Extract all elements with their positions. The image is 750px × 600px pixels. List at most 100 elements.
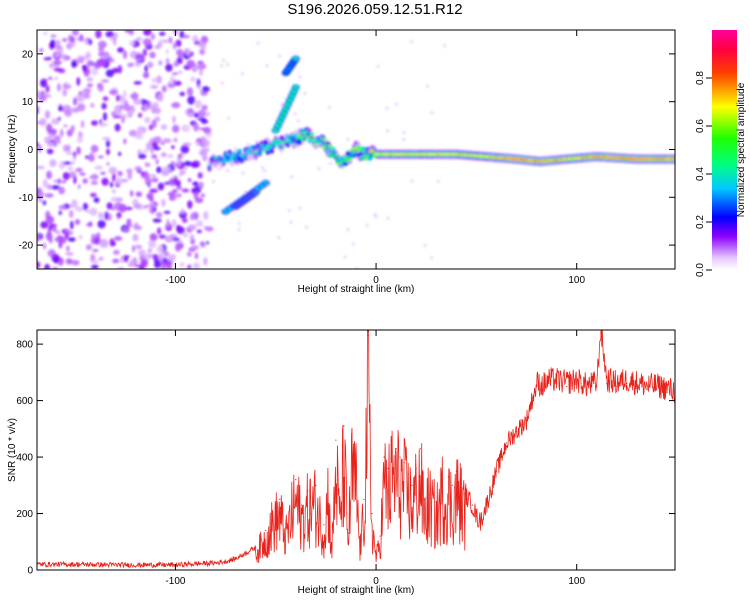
snr-point: [363, 498, 365, 500]
noise-speckle: [163, 251, 170, 257]
noise-speckle: [50, 118, 59, 125]
ridge-segment: [321, 144, 327, 148]
noise-speckle: [71, 260, 80, 266]
noise-speckle: [138, 112, 143, 118]
ridge-segment: [263, 139, 268, 146]
ridge-segment: [213, 156, 218, 159]
colorbar-tick-label: 0.6: [695, 119, 706, 133]
noise-speckle: [145, 142, 154, 151]
ridge-segment: [323, 138, 329, 141]
branch-core: [291, 89, 297, 94]
noise-speckle: [86, 83, 93, 88]
noise-speckle: [109, 181, 114, 188]
noise-speckle: [117, 170, 123, 177]
noise-speckle: [136, 126, 146, 135]
ridge-segment: [257, 152, 262, 157]
noise-speckle: [144, 116, 151, 124]
noise-speckle: [181, 124, 191, 133]
noise-speckle: [90, 180, 98, 185]
noise-speckle: [148, 207, 153, 213]
noise-speckle: [178, 152, 184, 159]
spectrogram-content: [37, 30, 675, 269]
faint-speckle: [296, 119, 300, 123]
noise-speckle: [62, 161, 72, 165]
faint-speckle: [402, 138, 406, 141]
noise-speckle: [37, 233, 41, 242]
noise-speckle: [97, 84, 104, 92]
snr-ticks: -100 0 100 0 200 400 600 800: [16, 330, 675, 587]
noise-speckle: [130, 190, 134, 197]
y-tick-label: -10: [19, 193, 34, 204]
noise-speckle: [105, 69, 114, 78]
noise-speckle: [149, 85, 159, 89]
noise-speckle: [167, 153, 174, 159]
faint-speckle: [227, 116, 231, 120]
ridge-segment: [303, 130, 308, 135]
snr-content: [37, 330, 675, 569]
noise-speckle: [156, 227, 162, 235]
noise-speckle: [153, 136, 162, 144]
ridge-segment: [349, 153, 355, 157]
noise-speckle: [203, 257, 208, 266]
faint-speckle: [220, 64, 224, 68]
noise-speckle: [53, 179, 59, 183]
noise-speckle: [179, 262, 185, 268]
ridge-segment: [279, 141, 284, 143]
ridge-segment: [317, 142, 323, 144]
noise-speckle: [187, 251, 192, 257]
noise-speckle: [150, 33, 155, 40]
noise-speckle: [75, 167, 83, 173]
faint-speckle: [226, 168, 230, 172]
snr-point: [548, 383, 550, 385]
noise-speckle: [64, 110, 72, 117]
snr-point: [411, 484, 413, 486]
noise-speckle: [71, 199, 78, 209]
noise-speckle: [99, 238, 106, 248]
faint-speckle: [246, 143, 250, 147]
noise-speckle: [171, 145, 175, 150]
ridge-segment: [339, 166, 345, 169]
noise-speckle: [196, 229, 202, 234]
ridge-segment: [285, 137, 290, 140]
noise-speckle: [39, 118, 47, 126]
noise-speckle: [177, 186, 182, 191]
snr-panel: -100 0 100 0 200 400 600 800 Height of straight…: [7, 329, 676, 596]
ridge-segment: [271, 141, 276, 144]
noise-speckle: [173, 62, 180, 67]
faint-speckle: [410, 40, 414, 44]
noise-speckle: [191, 187, 196, 194]
noise-speckle: [132, 233, 139, 242]
ridge-segment: [359, 155, 365, 160]
noise-speckle: [116, 94, 121, 102]
noise-speckle: [38, 145, 42, 153]
noise-speckle: [55, 45, 62, 50]
noise-speckle: [67, 165, 74, 172]
snr-point: [295, 479, 297, 481]
faint-speckle: [426, 84, 429, 88]
noise-speckle: [149, 196, 154, 203]
faint-speckle: [430, 111, 434, 115]
noise-speckle: [65, 228, 70, 234]
branch-core: [285, 102, 291, 107]
noise-speckle: [115, 197, 123, 203]
noise-speckle: [169, 195, 175, 201]
branch-core: [283, 107, 289, 111]
ridge-segment: [343, 160, 349, 163]
noise-speckle: [37, 142, 40, 147]
noise-speckle: [167, 83, 176, 87]
snr-point: [383, 456, 385, 458]
noise-speckle: [126, 111, 133, 118]
noise-speckle: [183, 34, 190, 39]
ridge-segment: [357, 145, 363, 150]
noise-speckle: [187, 95, 196, 105]
noise-speckle: [76, 93, 85, 103]
faint-speckle: [290, 175, 294, 179]
snr-point: [463, 493, 465, 495]
noise-speckle: [148, 239, 157, 249]
snr-point: [616, 385, 618, 388]
noise-speckle: [195, 220, 204, 227]
noise-speckle: [201, 139, 210, 147]
snr-point: [423, 498, 425, 500]
noise-speckle: [122, 50, 128, 60]
